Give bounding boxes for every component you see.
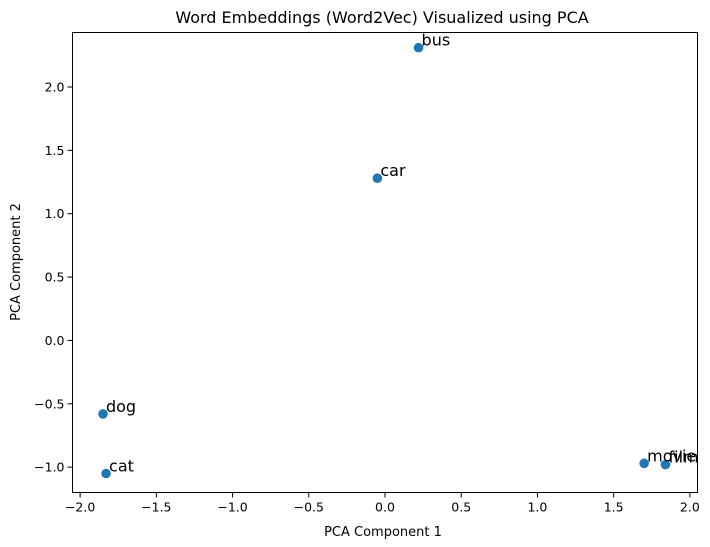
point-bus	[413, 42, 424, 53]
point-car	[372, 173, 383, 184]
y-tick-label: 0.0	[45, 333, 65, 348]
point-label-dog: dog	[106, 397, 136, 416]
point-dog	[98, 409, 108, 419]
point-label-car: car	[380, 161, 406, 180]
point-cat	[101, 468, 111, 479]
point-label-film: film	[668, 448, 698, 467]
y-tick-label: 0.5	[45, 270, 65, 285]
x-tick-label: 1.5	[604, 500, 624, 515]
y-tick-label: −1.0	[34, 460, 64, 475]
point-label-cat: cat	[109, 456, 134, 475]
x-tick-label: −2.0	[65, 500, 95, 515]
plot-frame	[72, 32, 698, 493]
point-label-movie: movie	[647, 446, 696, 465]
point-film	[660, 459, 671, 470]
x-tick-label: −1.5	[141, 500, 171, 515]
x-axis-label: PCA Component 1	[324, 525, 442, 540]
y-axis-label: PCA Component 2	[9, 203, 24, 321]
x-tick-label: 2.0	[680, 500, 700, 515]
point-label-bus: bus	[422, 31, 451, 50]
x-tick-label: −0.5	[294, 500, 324, 515]
y-tick-label: 2.0	[45, 79, 65, 94]
data-points	[98, 42, 671, 479]
x-tick-label: −1.0	[217, 500, 247, 515]
x-axis: −2.0 −1.5 −1.0 −0.5 0.0 0.5 1.0 1.5 2.0	[65, 492, 700, 515]
y-axis: −1.0 −0.5 0.0 0.5 1.0 1.5 2.0	[34, 79, 73, 475]
x-tick-label: 0.0	[375, 500, 395, 515]
y-tick-label: 1.5	[45, 143, 65, 158]
x-tick-label: 0.5	[451, 500, 471, 515]
chart-title: Word Embeddings (Word2Vec) Visualized us…	[175, 8, 588, 27]
point-movie	[639, 458, 649, 469]
y-tick-label: 1.0	[45, 206, 65, 221]
x-tick-label: 1.0	[527, 500, 547, 515]
y-tick-label: −0.5	[34, 396, 64, 411]
